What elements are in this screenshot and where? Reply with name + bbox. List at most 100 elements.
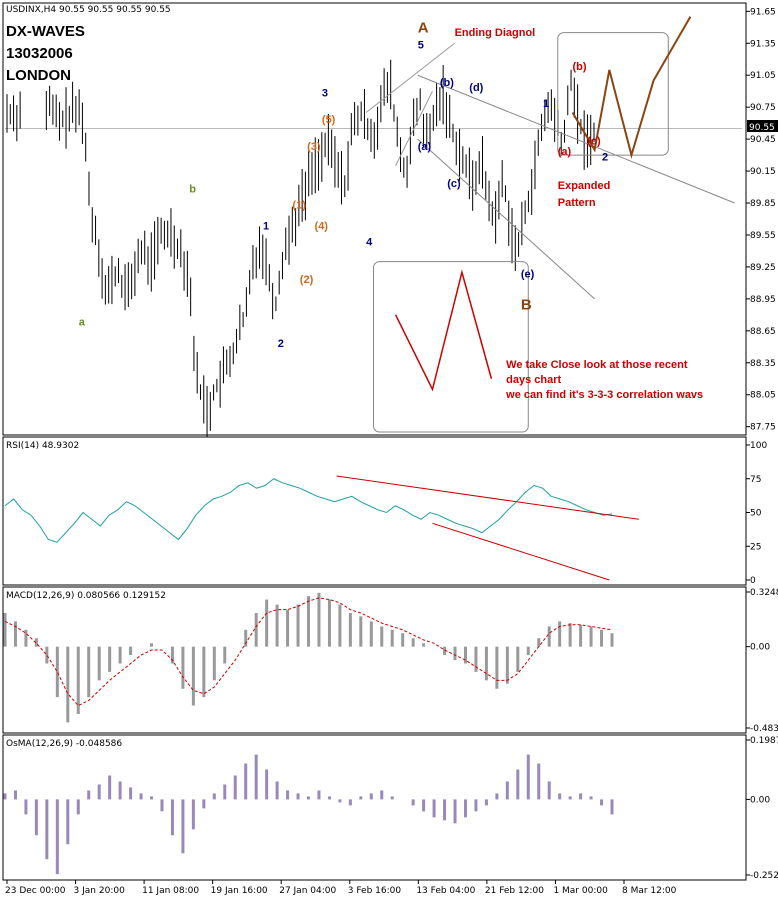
rsi-trendline-upper	[336, 475, 639, 520]
wave-label: (d)	[469, 82, 483, 94]
wave-label: (e)	[521, 269, 535, 281]
axis-tick-label: 0.00	[750, 795, 770, 805]
time-tick-label: 13 Feb 04:00	[416, 886, 475, 896]
rsi-title: RSI(14) 48.9302	[6, 441, 79, 451]
wave-label: (a)	[558, 146, 572, 158]
wave-label: (3)	[307, 141, 321, 153]
annotation-note: we can find it's 3-3-3 correlation wavs	[505, 389, 703, 401]
price-tick-label: 91.35	[750, 39, 776, 49]
price-tick-label: 91.65	[750, 7, 776, 17]
axis-tick-label: 0.32486	[750, 588, 778, 598]
expanded-pattern-box	[557, 32, 669, 156]
wave-label: (c)	[447, 178, 461, 190]
price-tick-label: 90.15	[750, 167, 776, 177]
price-series	[6, 59, 595, 438]
wave-label: a	[79, 317, 86, 329]
channel-lower	[417, 138, 595, 300]
price-tick-label: 89.85	[750, 199, 776, 209]
rsi-axis: 100 75 50 25 0	[746, 441, 767, 586]
wave-label: (4)	[315, 221, 329, 233]
rsi-line	[4, 478, 613, 543]
time-tick-label: 23 Dec 00:00	[5, 886, 66, 896]
axis-tick-label: -0.4834	[750, 724, 778, 734]
wave-label: (b)	[572, 61, 586, 73]
annotation-note: Pattern	[558, 197, 596, 209]
price-tick-label: 88.95	[750, 295, 776, 305]
annotation-note: Ending Diagnol	[455, 27, 536, 39]
channel-upper	[417, 74, 735, 204]
axis-tick-label: 25	[750, 542, 761, 552]
price-tick-label: 91.05	[750, 71, 776, 81]
wave-label: 4	[366, 237, 373, 249]
macd-panel	[2, 586, 747, 734]
macd-axis: 0.32486 0.00 -0.4834	[746, 588, 778, 734]
watermark-line-3: LONDON	[6, 67, 71, 84]
watermark-line-2: 13032006	[6, 45, 73, 62]
axis-tick-label: 0.19878	[750, 736, 778, 746]
trend-lines	[365, 16, 735, 433]
wave-label: 1	[543, 98, 549, 110]
time-tick-label: 21 Feb 12:00	[485, 886, 544, 896]
time-tick-label: 19 Jan 16:00	[211, 886, 268, 896]
osma-axis: 0.19878 0.00 -0.2529	[746, 736, 778, 881]
wave-label: (a)	[418, 141, 432, 153]
wave-label: 2	[278, 338, 284, 350]
annotation-note: We take Close look at those recent	[506, 359, 688, 371]
wave-label: (2)	[300, 274, 314, 286]
time-axis: 23 Dec 00:00 3 Jan 20:00 11 Jan 08:00 19 Ja…	[5, 880, 677, 896]
osma-panel	[2, 734, 747, 881]
symbol-line: USDINX,H4 90.55 90.55 90.55 90.55	[6, 5, 171, 15]
macd-series	[3, 592, 614, 723]
price-tick-label: 90.75	[750, 103, 776, 113]
inset-box	[373, 261, 529, 433]
annotation-note: days chart	[506, 374, 561, 386]
current-price-label: 90.55	[749, 123, 775, 133]
wave-label: B	[521, 297, 532, 314]
projection-line	[571, 16, 692, 159]
current-price-badge	[747, 120, 778, 132]
price-tick-label: 89.25	[750, 263, 776, 273]
axis-tick-label: 100	[750, 441, 767, 451]
wave-label: 5	[418, 40, 424, 52]
annotation-note: Expanded	[558, 180, 611, 192]
price-tick-label: 88.65	[750, 327, 776, 337]
axis-tick-label: 0.00	[750, 643, 770, 653]
osma-title: OsMA(12,26,9) -0.048586	[6, 739, 122, 749]
macd-title: MACD(12,26,9) 0.080566 0.129152	[6, 591, 166, 601]
wave-label: (b)	[440, 77, 454, 89]
axis-tick-label: 75	[750, 475, 761, 485]
macd-signal-line	[4, 597, 613, 707]
ending-diagonal-lower	[395, 90, 433, 166]
wave-label: 2	[602, 151, 608, 163]
price-tick-label: 87.75	[750, 423, 776, 433]
price-tick-label: 88.35	[750, 359, 776, 369]
wave-label: 3	[322, 88, 328, 100]
rsi-series	[4, 475, 639, 581]
price-tick-label: 89.55	[750, 231, 776, 241]
wave-labels: abc12345(1)(2)(3)(4)(5)AB(a)(b)(c)(d)(e)…	[79, 20, 703, 446]
wave-label: (5)	[322, 114, 336, 126]
axis-tick-label: 50	[750, 509, 762, 519]
time-tick-label: 3 Feb 16:00	[348, 886, 402, 896]
price-panel	[2, 2, 747, 436]
wave-label: (1)	[292, 199, 306, 211]
osma-series	[3, 754, 614, 875]
price-axis: 91.65 91.35 91.05 90.75 90.45 90.15 89.85 89.55…	[5, 7, 776, 433]
time-tick-label: 1 Mar 00:00	[553, 886, 608, 896]
time-tick-label: 27 Jan 04:00	[279, 886, 336, 896]
axis-tick-label: -0.2529	[750, 871, 778, 881]
time-tick-label: 11 Jan 08:00	[142, 886, 199, 896]
wave-label: b	[189, 183, 196, 195]
price-tick-label: 90.45	[750, 135, 776, 145]
axis-tick-label: 0	[750, 576, 756, 586]
inset-wave-line	[394, 269, 493, 392]
wave-label: 1	[263, 221, 269, 233]
wave-label: (c)	[587, 135, 601, 147]
ending-diagonal-upper	[365, 42, 455, 113]
time-tick-label: 3 Jan 20:00	[74, 886, 126, 896]
watermark-line-1: DX-WAVES	[6, 23, 85, 40]
time-tick-label: 8 Mar 12:00	[622, 886, 677, 896]
rsi-trendline-lower	[432, 522, 610, 581]
wave-label: A	[418, 20, 429, 37]
